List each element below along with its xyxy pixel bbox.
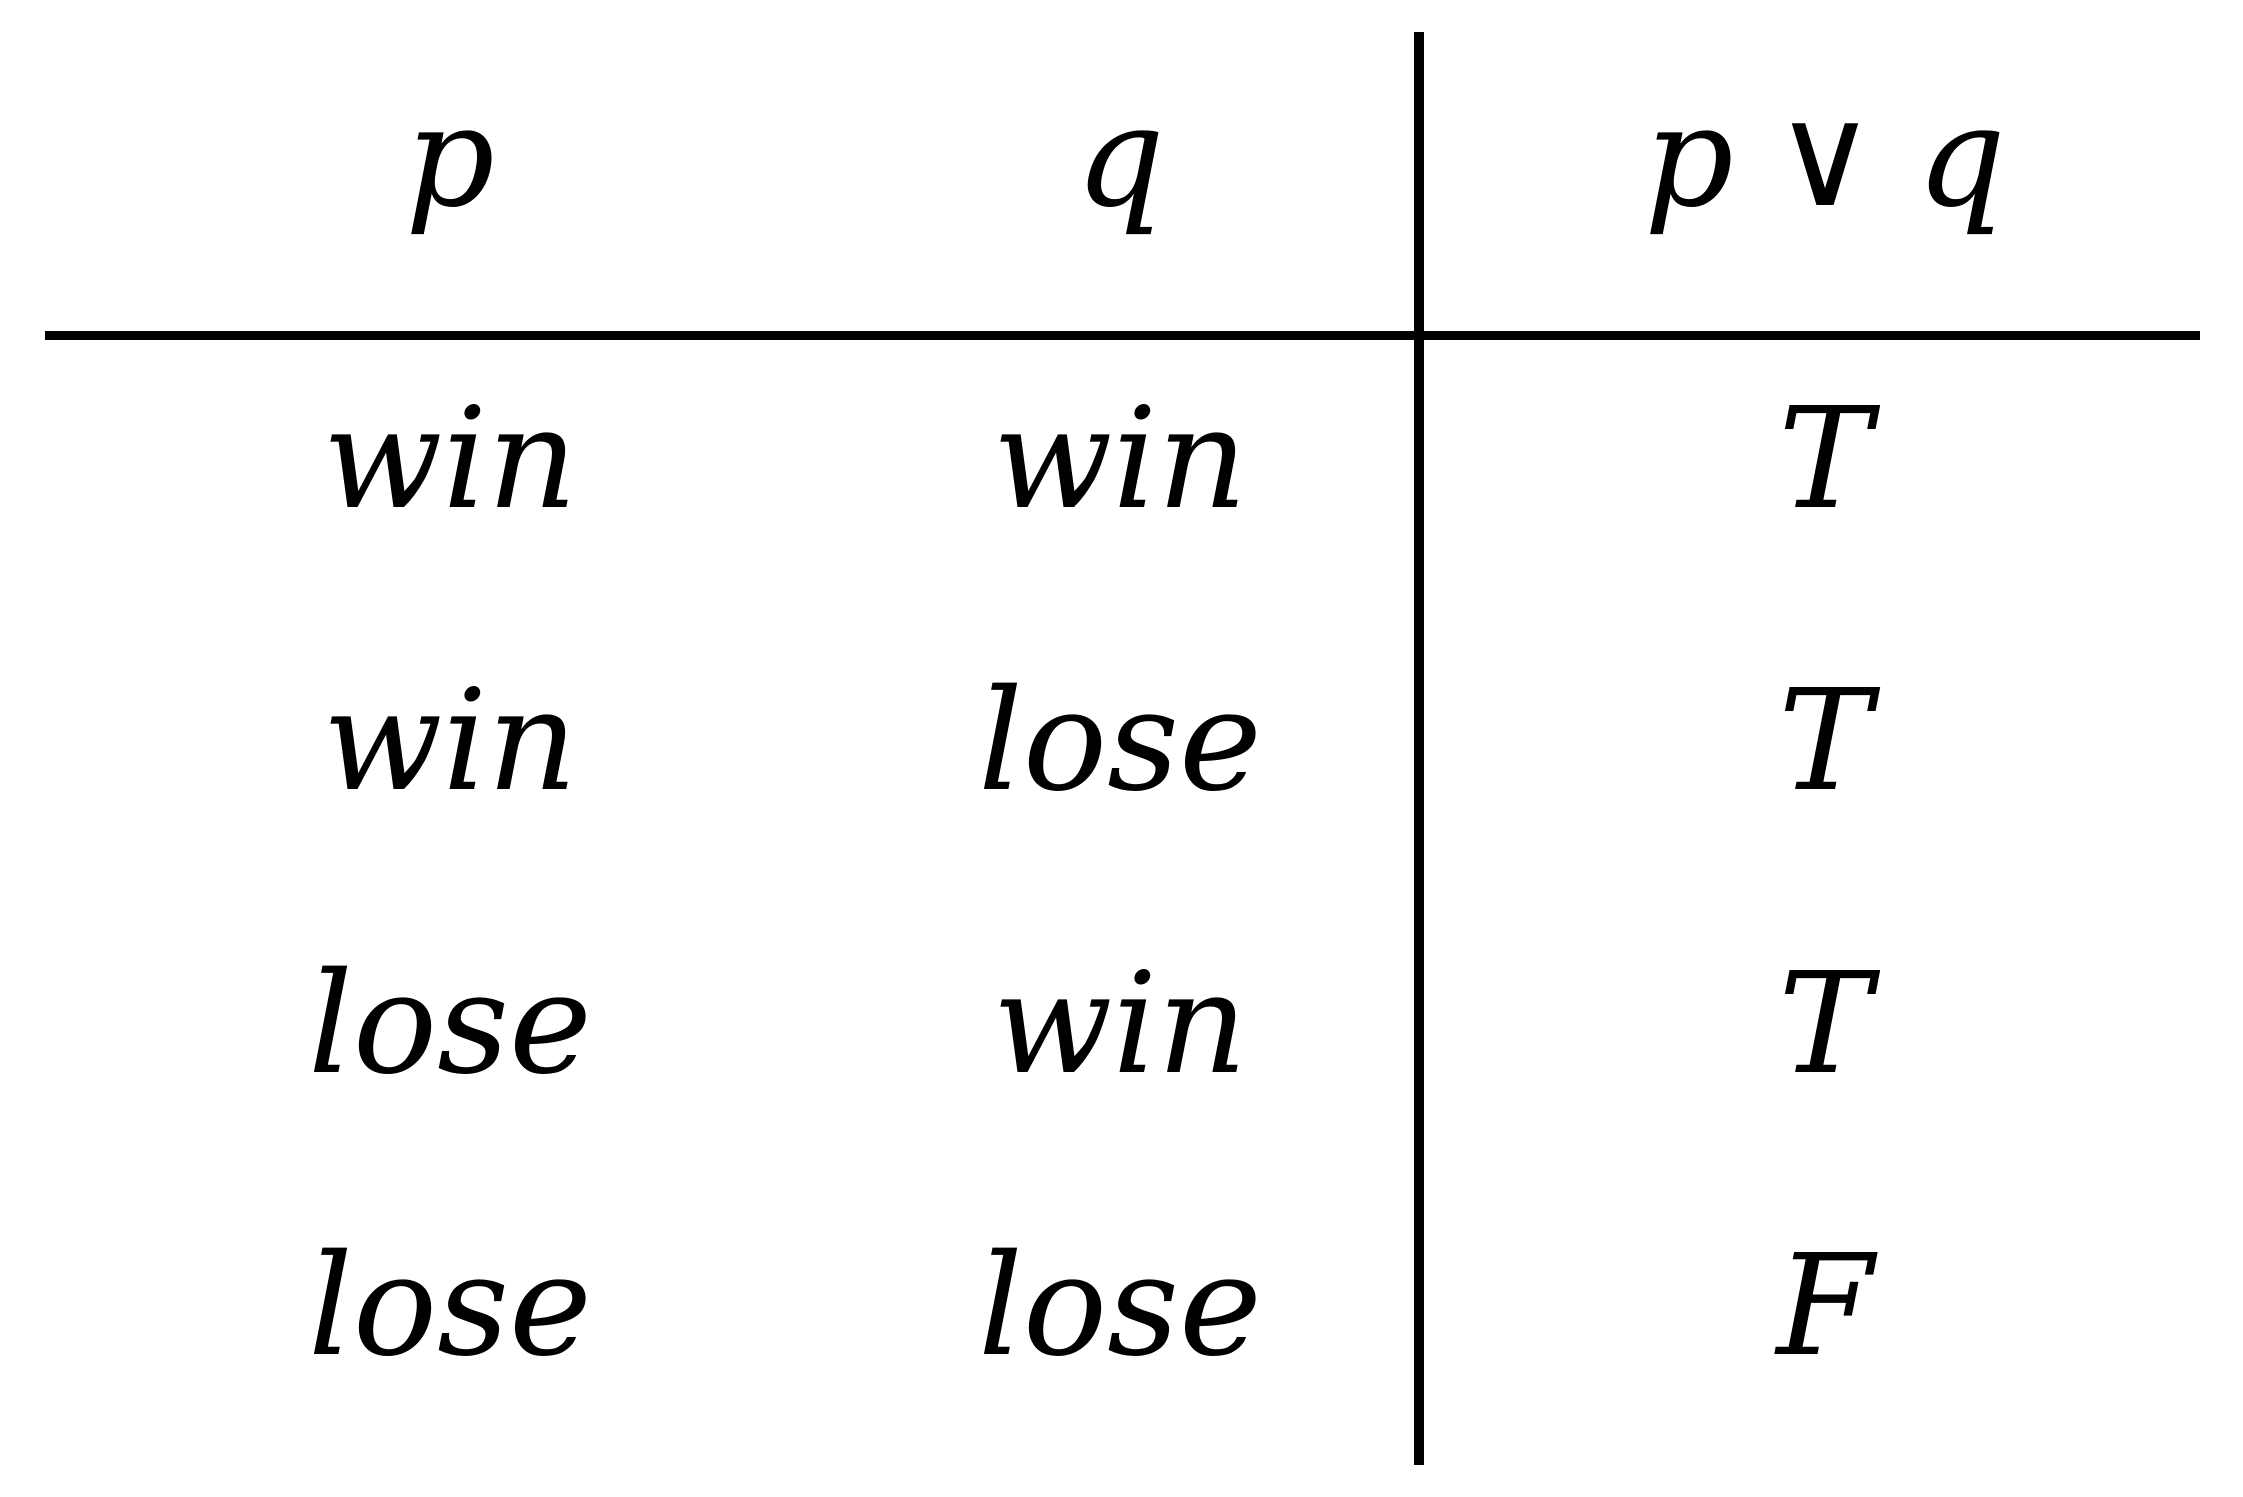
header-q: q xyxy=(1075,76,1165,239)
row-1-p: win xyxy=(322,378,578,541)
row-3-result: T xyxy=(1778,943,1872,1106)
or-operator: ∨ xyxy=(1773,76,1877,239)
row-2-result: T xyxy=(1778,660,1872,823)
row-2-p: win xyxy=(322,660,578,823)
row-3-q: win xyxy=(992,943,1248,1106)
header-p-or-q: p ∨ q xyxy=(1425,88,2225,228)
row-1-result: T xyxy=(1778,378,1872,541)
column-divider xyxy=(1414,32,1424,1465)
row-4-result: F xyxy=(1776,1225,1874,1388)
header-p: p xyxy=(405,76,495,239)
row-4-q: lose xyxy=(978,1225,1262,1388)
row-1-q: win xyxy=(992,378,1248,541)
row-2-q: lose xyxy=(978,660,1262,823)
header-result-left: p xyxy=(1644,76,1734,239)
header-divider xyxy=(45,331,2200,340)
row-3-p: lose xyxy=(308,943,592,1106)
row-4-p: lose xyxy=(308,1225,592,1388)
header-result-right: q xyxy=(1916,76,2006,239)
